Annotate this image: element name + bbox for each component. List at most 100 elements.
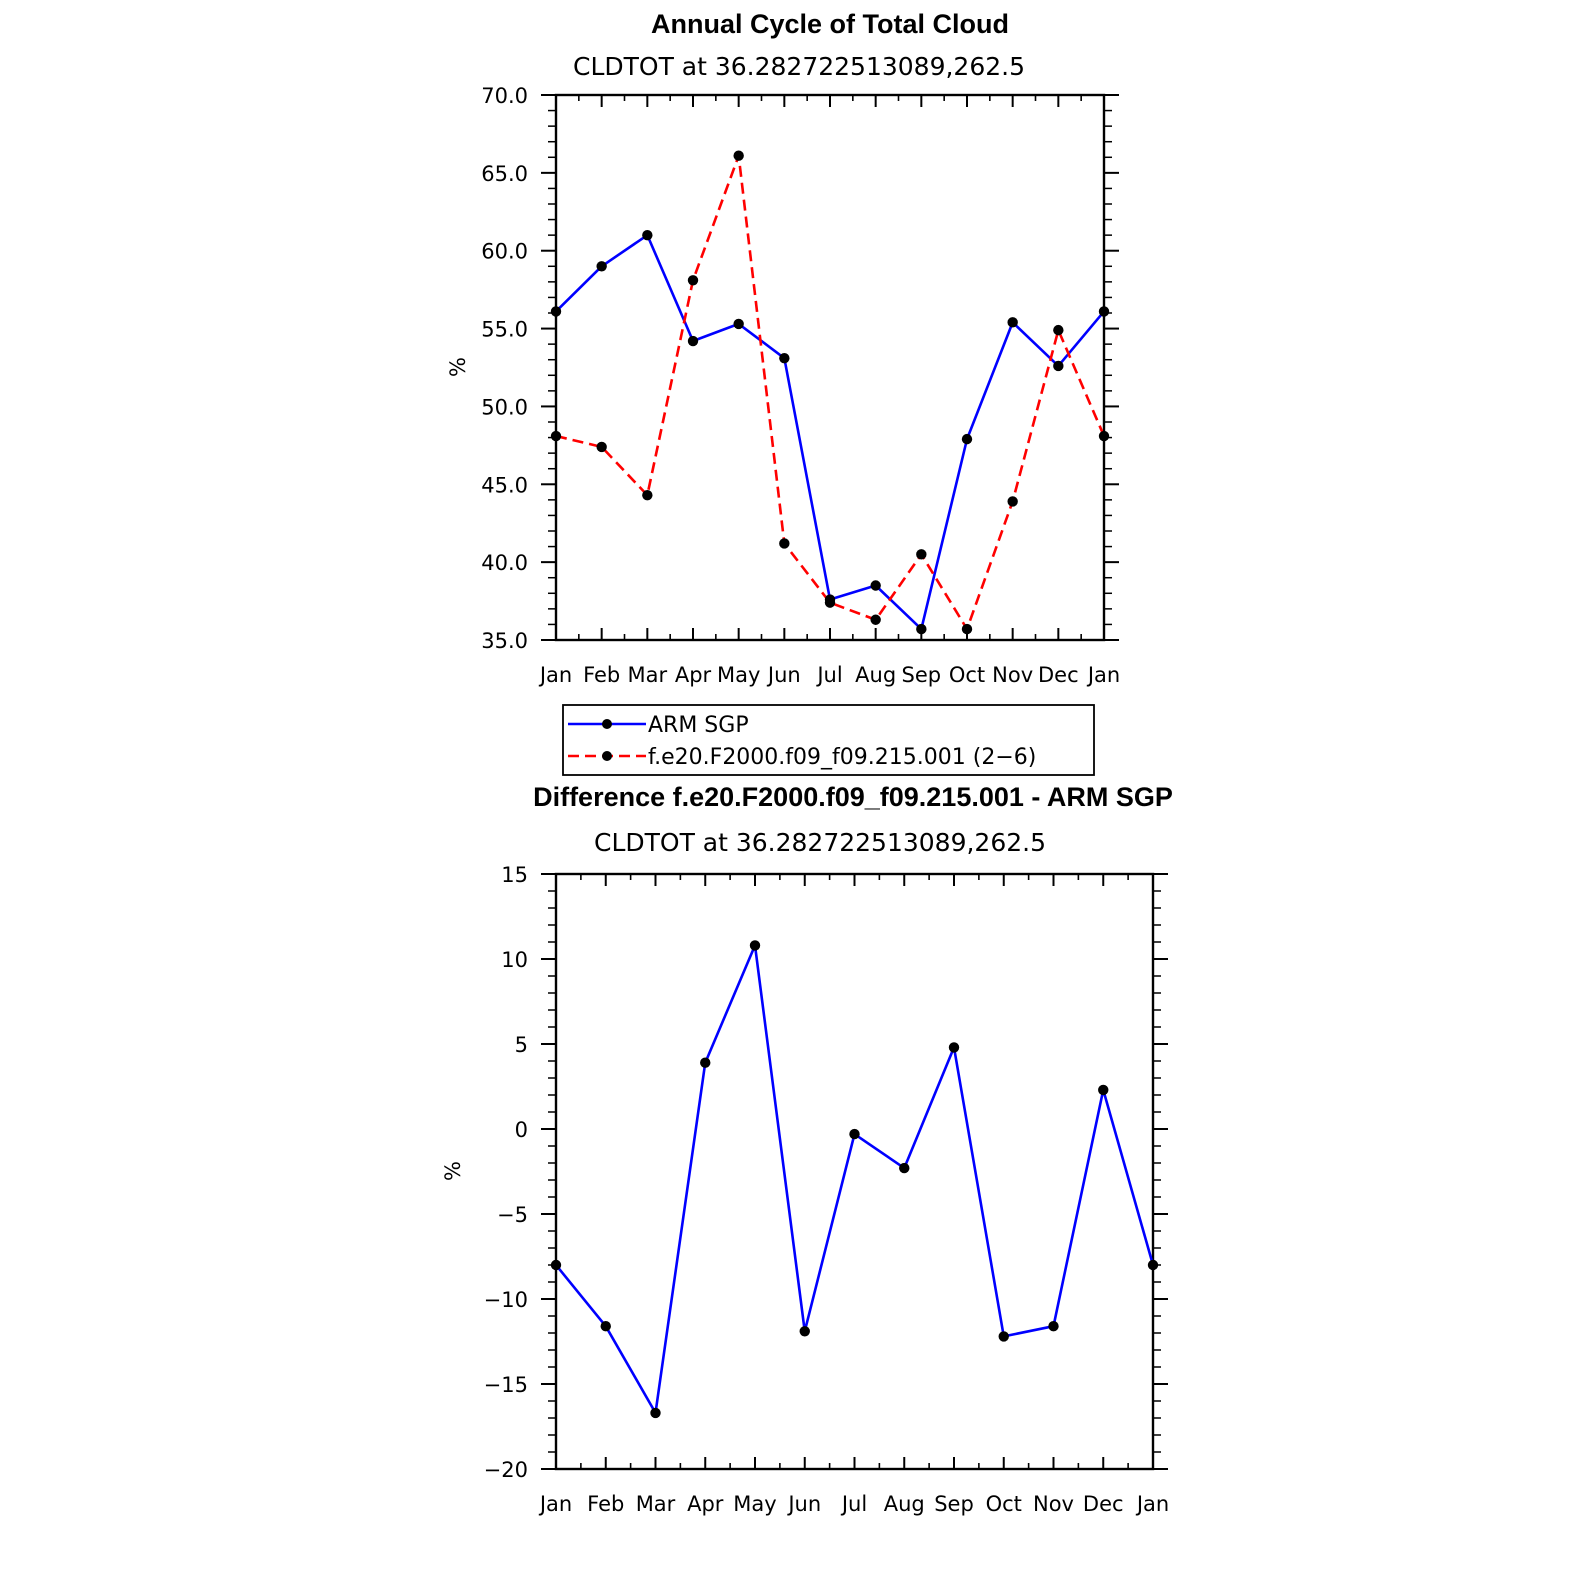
top-x-tick-label: Jan (538, 663, 572, 687)
bottom-x-tick-label: Jul (840, 1492, 867, 1516)
bottom-series-0-point (551, 1260, 561, 1270)
top-y-tick-label: 55.0 (481, 318, 528, 342)
top-series-1-point (1007, 496, 1017, 506)
top-chart-title: Annual Cycle of Total Cloud (651, 9, 1009, 39)
bottom-y-tick-label: 5 (515, 1033, 528, 1057)
top-series-1-point (825, 597, 835, 607)
legend-label-model: f.e20.F2000.f09_f09.215.001 (2−6) (648, 745, 1036, 770)
bottom-chart-title: Difference f.e20.F2000.f09_f09.215.001 -… (533, 782, 1173, 812)
bottom-series-0-point (650, 1408, 660, 1418)
bottom-x-tick-label: Jun (786, 1492, 821, 1516)
legend-label-arm-sgp: ARM SGP (648, 713, 749, 738)
bottom-y-tick-label: −15 (484, 1373, 528, 1397)
bottom-chart-plot-area: Jan Feb Mar Apr May Jun Jul Aug Sep Oct Nov Dec Jan−… (484, 863, 1170, 1516)
bottom-y-tick-label: −5 (497, 1203, 528, 1227)
top-series-0-point (733, 319, 743, 329)
bottom-series-0-point (750, 940, 760, 950)
top-chart-y-axis-label: % (446, 357, 470, 377)
top-series-0-point (688, 336, 698, 346)
top-chart-plot-area: Jan Feb Mar Apr May Jun Jul Aug Sep Oct Nov Dec Jan 3… (481, 84, 1120, 687)
top-x-tick-label: Jun (766, 663, 801, 687)
top-series-0-point (962, 434, 972, 444)
top-y-tick-label: 35.0 (481, 629, 528, 653)
bottom-y-tick-label: −20 (484, 1458, 528, 1482)
legend-marker-model (602, 751, 612, 761)
top-series-1-point (870, 615, 880, 625)
top-series-0-point (551, 306, 561, 316)
bottom-y-tick-label: −10 (484, 1288, 528, 1312)
top-series-1-point (551, 431, 561, 441)
top-series-1-point (779, 538, 789, 548)
top-x-tick-label: Apr (675, 663, 712, 687)
top-x-tick-label: Mar (628, 663, 668, 687)
top-series-1-point (1099, 431, 1109, 441)
top-x-tick-label: Aug (855, 663, 896, 687)
top-series-1-point (1053, 325, 1063, 335)
bottom-series-0-point (800, 1326, 810, 1336)
top-series-0-point (1007, 317, 1017, 327)
top-series-1-point (642, 490, 652, 500)
bottom-x-tick-label: Dec (1083, 1492, 1124, 1516)
top-x-tick-label: Nov (992, 663, 1033, 687)
top-series-line-0 (556, 235, 1104, 629)
bottom-series-0-point (1098, 1085, 1108, 1095)
bottom-x-tick-label: Oct (986, 1492, 1022, 1516)
bottom-x-tick-label: May (733, 1492, 776, 1516)
bottom-x-tick-label: Jan (538, 1492, 572, 1516)
top-series-0-point (596, 261, 606, 271)
top-y-tick-label: 70.0 (481, 84, 528, 108)
bottom-series-0-point (1048, 1321, 1058, 1331)
bottom-x-tick-label: Feb (587, 1492, 624, 1516)
top-x-tick-label: Feb (583, 663, 620, 687)
top-series-line-1 (556, 156, 1104, 629)
top-series-1-point (596, 442, 606, 452)
top-x-tick-label: Jan (1086, 663, 1120, 687)
top-x-tick-label: Sep (902, 663, 942, 687)
bottom-series-0-point (1148, 1260, 1158, 1270)
top-series-0-point (779, 353, 789, 363)
top-series-0-point (870, 580, 880, 590)
bottom-chart: Difference f.e20.F2000.f09_f09.215.001 -… (441, 782, 1173, 1516)
top-chart-legend: ARM SGP f.e20.F2000.f09_f09.215.001 (2−6… (563, 705, 1094, 775)
top-y-tick-label: 65.0 (481, 162, 528, 186)
bottom-y-tick-label: 15 (501, 863, 528, 887)
top-series-1-point (688, 275, 698, 285)
top-series-0-point (1099, 306, 1109, 316)
top-y-tick-label: 45.0 (481, 473, 528, 497)
top-series-0-point (1053, 361, 1063, 371)
top-chart: Annual Cycle of Total Cloud CLDTOT at 36… (446, 9, 1120, 775)
bottom-series-line-0 (556, 945, 1153, 1413)
bottom-series-0-point (949, 1042, 959, 1052)
bottom-chart-subtitle: CLDTOT at 36.282722513089,262.5 (594, 828, 1046, 857)
bottom-y-tick-label: 0 (515, 1118, 528, 1142)
top-series-0-point (642, 230, 652, 240)
bottom-y-tick-label: 10 (501, 948, 528, 972)
top-series-1-point (962, 624, 972, 634)
top-series-0-point (916, 624, 926, 634)
top-x-tick-label: Dec (1038, 663, 1079, 687)
legend-marker-arm-sgp (602, 719, 612, 729)
top-plot-frame (556, 95, 1104, 640)
bottom-x-tick-label: Aug (884, 1492, 925, 1516)
bottom-series-0-point (601, 1321, 611, 1331)
bottom-x-tick-label: Nov (1033, 1492, 1074, 1516)
top-x-tick-label: May (717, 663, 760, 687)
top-y-tick-label: 50.0 (481, 395, 528, 419)
bottom-x-tick-label: Apr (687, 1492, 724, 1516)
top-y-tick-label: 60.0 (481, 240, 528, 264)
bottom-x-tick-label: Mar (636, 1492, 676, 1516)
bottom-series-0-point (700, 1058, 710, 1068)
top-y-tick-label: 40.0 (481, 551, 528, 575)
top-series-1-point (916, 549, 926, 559)
top-series-1-point (733, 151, 743, 161)
bottom-plot-frame (556, 874, 1153, 1469)
bottom-series-0-point (899, 1163, 909, 1173)
bottom-series-0-point (849, 1129, 859, 1139)
top-x-tick-label: Jul (815, 663, 842, 687)
bottom-chart-y-axis-label: % (441, 1161, 465, 1181)
bottom-series-0-point (999, 1331, 1009, 1341)
top-x-tick-label: Oct (949, 663, 985, 687)
bottom-x-tick-label: Sep (934, 1492, 974, 1516)
